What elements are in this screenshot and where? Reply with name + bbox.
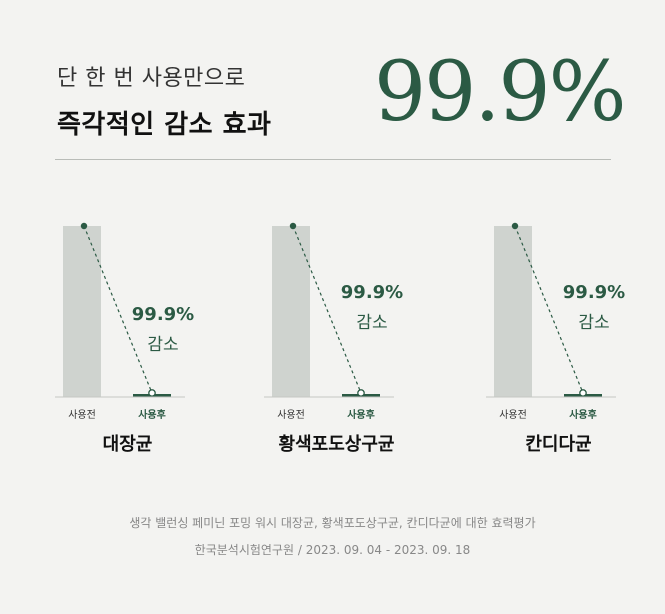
footer-source: 한국분석시험연구원 / 2023. 09. 04 - 2023. 09. 18 bbox=[194, 543, 471, 557]
reduction-label: 감소 bbox=[147, 335, 179, 355]
chart-svg bbox=[486, 222, 616, 398]
reduction-value: 99.9% bbox=[340, 282, 404, 303]
reduction-label: 감소 bbox=[578, 313, 610, 333]
chart-candida: 99.9% 감소 사용전 사용후 칸디다균 bbox=[476, 208, 641, 458]
bar-before bbox=[272, 226, 310, 397]
tick-label-before: 사용전 bbox=[68, 410, 96, 421]
chart-svg bbox=[264, 222, 394, 398]
headline-line1: 단 한 번 사용만으로 bbox=[57, 66, 246, 91]
trend-line bbox=[83, 225, 153, 394]
chart-title: 칸디다균 bbox=[525, 434, 592, 455]
chart-svg bbox=[55, 222, 185, 398]
tick-label-before: 사용전 bbox=[499, 410, 527, 421]
big-stat: 99.9% bbox=[374, 45, 626, 140]
reduction-value: 99.9% bbox=[131, 304, 195, 325]
chart-title: 대장균 bbox=[102, 434, 153, 455]
data-point-after bbox=[357, 389, 365, 397]
tick-label-before: 사용전 bbox=[277, 410, 305, 421]
headline-line2: 즉각적인 감소 효과 bbox=[57, 110, 272, 140]
tick-label-after: 사용후 bbox=[347, 410, 375, 421]
bar-before bbox=[63, 226, 101, 397]
tick-label-after: 사용후 bbox=[138, 410, 166, 421]
reduction-value: 99.9% bbox=[562, 282, 626, 303]
data-point-before bbox=[80, 222, 88, 230]
reduction-label: 감소 bbox=[356, 313, 388, 333]
bar-before bbox=[494, 226, 532, 397]
footer-note: 생각 밸런싱 페미닌 포밍 워시 대장균, 황색포도상구균, 칸디다균에 대한 … bbox=[129, 516, 536, 530]
data-point-before bbox=[289, 222, 297, 230]
divider bbox=[55, 159, 611, 160]
data-point-before bbox=[511, 222, 519, 230]
data-point-after bbox=[579, 389, 587, 397]
chart-staph: 99.9% 감소 사용전 사용후 황색포도상구균 bbox=[254, 208, 419, 458]
trend-line bbox=[292, 225, 362, 394]
chart-title: 황색포도상구균 bbox=[278, 434, 395, 455]
data-point-after bbox=[148, 389, 156, 397]
tick-label-after: 사용후 bbox=[569, 410, 597, 421]
trend-line bbox=[514, 225, 584, 394]
chart-ecoli: 99.9% 감소 사용전 사용후 대장균 bbox=[45, 208, 210, 458]
